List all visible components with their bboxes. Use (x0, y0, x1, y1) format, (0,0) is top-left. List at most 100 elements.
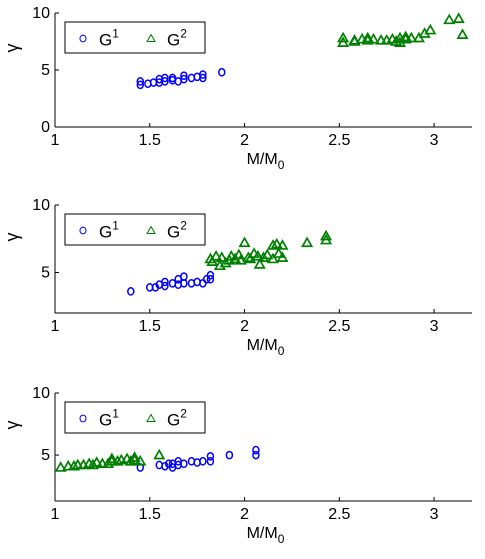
legend: G1 G2 (64, 21, 206, 54)
data-point-triangle (424, 23, 437, 35)
data-point-triangle (456, 28, 469, 39)
data-point-triangle (238, 236, 251, 248)
data-point-triangle (367, 32, 380, 44)
data-point-triangle (270, 237, 283, 249)
data-point-triangle (452, 12, 465, 23)
x-axis-label-main: M/M (247, 337, 278, 354)
data-point-triangle (253, 258, 266, 269)
x-tick-label: 2.5 (328, 132, 350, 149)
x-tick-label: 2 (240, 132, 249, 149)
data-point-triangle (301, 236, 314, 248)
data-point-circle (136, 80, 145, 90)
data-point-triangle (261, 248, 274, 260)
x-tick-label: 2 (240, 318, 249, 335)
data-point-triangle (276, 251, 289, 262)
data-point-triangle (96, 457, 109, 469)
data-point-triangle (210, 249, 223, 261)
data-point-triangle (276, 239, 289, 250)
data-point-circle (127, 287, 135, 296)
series-G2 (204, 229, 333, 271)
data-point-triangle (134, 454, 147, 466)
data-point-circle (199, 73, 207, 83)
data-point-circle (218, 67, 226, 77)
data-point-triangle (319, 229, 333, 241)
legend-label-base: G (99, 411, 112, 430)
data-point-triangle (272, 247, 285, 258)
data-point-circle (206, 451, 215, 461)
data-point-circle (199, 456, 207, 466)
legend-label-2: G2 (167, 27, 187, 50)
series-G1 (136, 67, 226, 90)
data-point-triangle (128, 451, 141, 462)
data-point-triangle (405, 31, 418, 43)
data-point-triangle (337, 31, 350, 43)
legend-triangle-icon (146, 33, 156, 42)
data-point-circle (161, 277, 169, 287)
y-axis-label: γ (2, 44, 22, 53)
data-point-circle (168, 73, 177, 83)
data-point-circle (180, 459, 188, 469)
legend-label-base: G (167, 411, 180, 430)
legend-label-2: G2 (167, 219, 187, 242)
x-axis-label: M/M0 (247, 151, 285, 172)
y-tick-label: 10 (32, 5, 50, 22)
data-point-triangle (105, 452, 118, 464)
data-point-triangle (219, 256, 232, 268)
x-tick-label: 3 (430, 132, 439, 149)
data-point-triangle (71, 458, 84, 470)
y-axis-label: γ (2, 233, 22, 242)
x-axis-label-subscript: 0 (278, 344, 285, 358)
y-tick-label: 0 (41, 119, 50, 136)
x-axis-label-subscript: 0 (278, 158, 285, 172)
legend-label-base: G (99, 31, 112, 50)
y-tick-label: 10 (32, 197, 50, 214)
data-point-circle (180, 71, 188, 81)
series-G2 (54, 448, 166, 472)
legend: G1 G2 (64, 213, 206, 246)
legend-circle-icon (79, 414, 87, 423)
x-tick-label: 1 (51, 318, 60, 335)
legend-label-1: G1 (99, 407, 119, 430)
data-point-circle (136, 77, 145, 86)
data-point-triangle (266, 252, 280, 264)
data-point-triangle (90, 456, 103, 467)
x-tick-label: 1 (51, 132, 60, 149)
data-point-triangle (86, 458, 99, 470)
legend-box (64, 401, 206, 434)
legend-circle-icon (79, 226, 87, 235)
legend-label-1: G1 (99, 219, 119, 242)
legend-label-superscript: 2 (180, 219, 187, 233)
data-point-circle (161, 281, 169, 291)
x-tick-label: 1.5 (139, 506, 161, 523)
x-tick-label: 1.5 (139, 132, 161, 149)
x-axis-label: M/M0 (247, 337, 285, 358)
legend-label-1: G1 (99, 27, 119, 50)
series-G1 (127, 270, 215, 296)
data-point-circle (161, 77, 169, 86)
y-tick-label: 10 (32, 385, 50, 402)
data-point-triangle (206, 255, 219, 266)
data-point-circle (180, 272, 188, 281)
legend-label-superscript: 2 (180, 407, 187, 421)
data-point-triangle (266, 239, 280, 250)
x-axis-label-subscript: 0 (278, 532, 285, 546)
x-tick-label: 2 (240, 506, 249, 523)
legend: G1 G2 (64, 401, 206, 434)
legend-label-superscript: 1 (112, 219, 119, 233)
data-point-triangle (399, 30, 412, 42)
data-point-circle (206, 274, 215, 284)
legend-circle-icon (79, 34, 87, 43)
data-point-triangle (348, 34, 361, 45)
legend-label-base: G (167, 31, 180, 50)
legend-label-base: G (99, 223, 112, 242)
data-point-triangle (102, 457, 115, 469)
legend-label-2: G2 (167, 407, 187, 430)
data-point-triangle (257, 251, 270, 262)
series-G2 (337, 12, 469, 47)
data-point-circle (206, 270, 215, 280)
legend-triangle-icon (146, 225, 156, 234)
